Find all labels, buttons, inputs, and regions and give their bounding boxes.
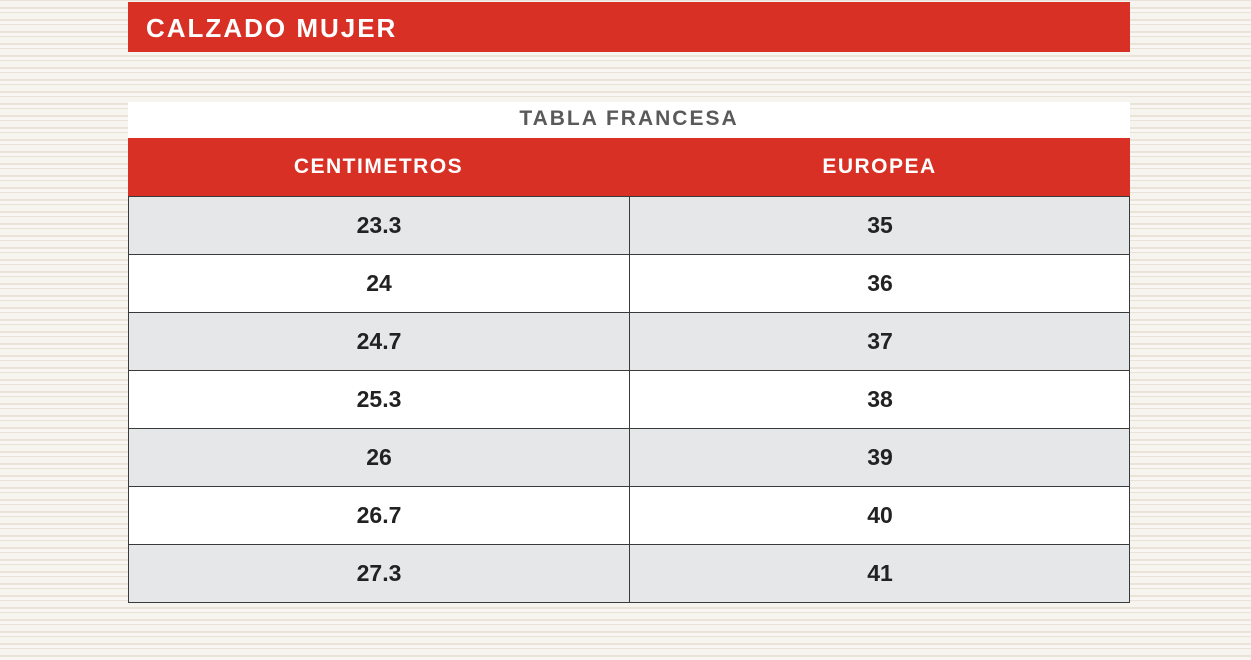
eu-cell: 38 [867,386,893,412]
table-row: 26.7 40 [129,486,1129,544]
cm-cell: 26 [129,429,630,486]
cm-cell: 27.3 [129,545,630,602]
eu-cell: 36 [867,270,893,296]
table-row: 25.3 38 [129,370,1129,428]
size-table: TABLA FRANCESA CENTIMETROS EUROPEA 23.3 3… [128,102,1130,603]
table-row: 24 36 [129,254,1129,312]
table-row: 27.3 41 [129,544,1129,602]
table-subtitle: TABLA FRANCESA [128,102,1130,138]
table-row: 24.7 37 [129,312,1129,370]
cm-cell: 25.3 [129,371,630,428]
cm-cell: 23.3 [129,197,630,254]
table-header: CENTIMETROS EUROPEA [128,138,1130,196]
eu-cell: 37 [867,328,893,354]
column-header-centimetros: CENTIMETROS [293,155,464,178]
eu-cell: 40 [867,502,893,528]
column-header-europea: EUROPEA [822,155,937,178]
table-row: 26 39 [129,428,1129,486]
cm-cell: 24.7 [129,313,630,370]
cm-cell: 24 [129,255,630,312]
eu-cell: 35 [867,212,893,238]
page-title: CALZADO MUJER [146,13,398,43]
cm-cell: 26.7 [129,487,630,544]
title-banner: CALZADO MUJER [128,2,1130,52]
table-row: 23.3 35 [129,196,1129,254]
table-body: 23.3 35 24 36 24.7 37 25.3 38 26 39 26.7 40 27.3 41 [128,196,1130,603]
eu-cell: 41 [867,560,893,586]
eu-cell: 39 [867,444,893,470]
